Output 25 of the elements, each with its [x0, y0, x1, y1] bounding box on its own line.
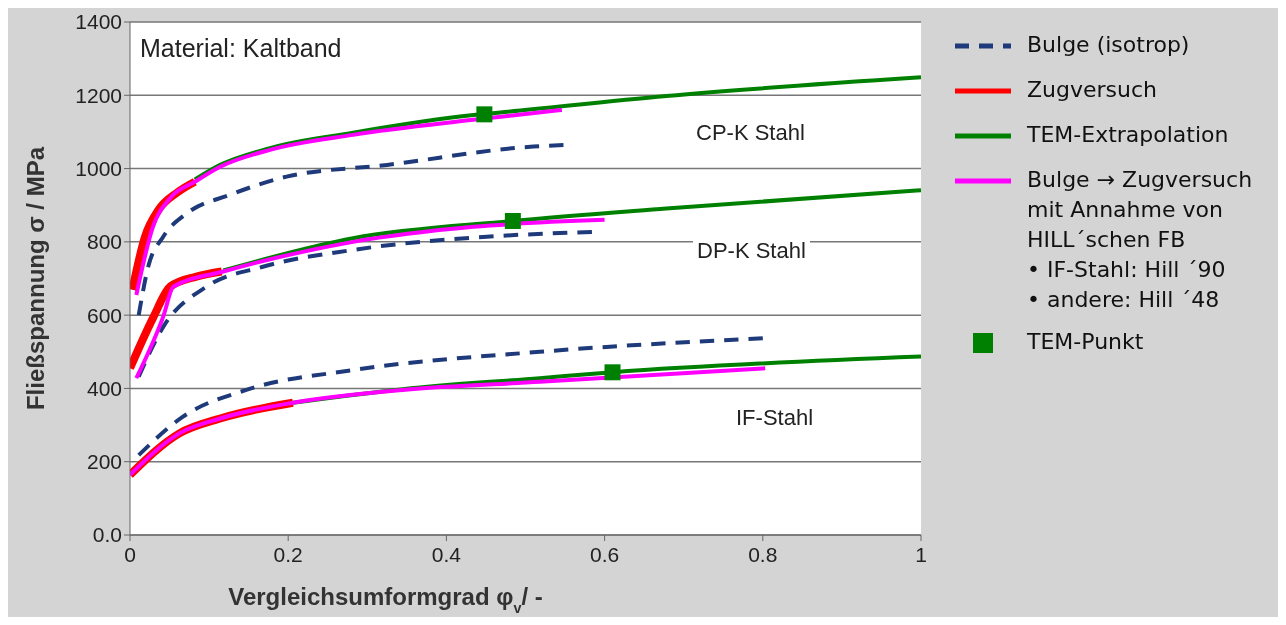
y-tick-label: 600 — [86, 303, 122, 327]
x-tick-label: 0.2 — [273, 542, 303, 566]
y-tick-label: 400 — [86, 376, 122, 400]
y-axis-title: Fließspannung σ / MPa — [22, 146, 49, 411]
legend-label: Bulge → Zugversuch mit Annahme von HILL´schen FB • IF-Stahl: Hill ´90 • andere: Hill ´48 — [1027, 166, 1253, 314]
y-tick-label: 0.0 — [92, 523, 122, 547]
legend-label: Bulge (isotrop) — [1027, 31, 1190, 59]
y-tick-label: 1200 — [75, 83, 122, 107]
x-tick-label: 0.4 — [431, 542, 462, 566]
y-tick-label: 800 — [86, 230, 122, 254]
annotation: DP-K Stahl — [693, 238, 810, 264]
x-tick-label: 0.6 — [590, 542, 620, 566]
x-tick-label: 0.8 — [748, 542, 778, 566]
annotation: CP-K Stahl — [695, 120, 806, 146]
legend-label: Zugversuch — [1027, 76, 1158, 104]
legend-label: TEM-Extrapolation — [1027, 121, 1229, 149]
x-tick-label: 1 — [915, 542, 927, 566]
annotation: IF-Stahl — [735, 405, 815, 431]
x-axis-title: Vergleichsumformgrad φ$_{v}$/ - — [228, 583, 543, 616]
y-tick-label: 1400 — [75, 10, 122, 34]
legend-label: TEM-Punkt — [1027, 328, 1144, 356]
annotation: Material: Kaltband — [139, 34, 343, 63]
y-tick-label: 200 — [86, 450, 122, 474]
x-tick-label: 0 — [124, 542, 136, 566]
y-tick-label: 1000 — [75, 157, 122, 181]
